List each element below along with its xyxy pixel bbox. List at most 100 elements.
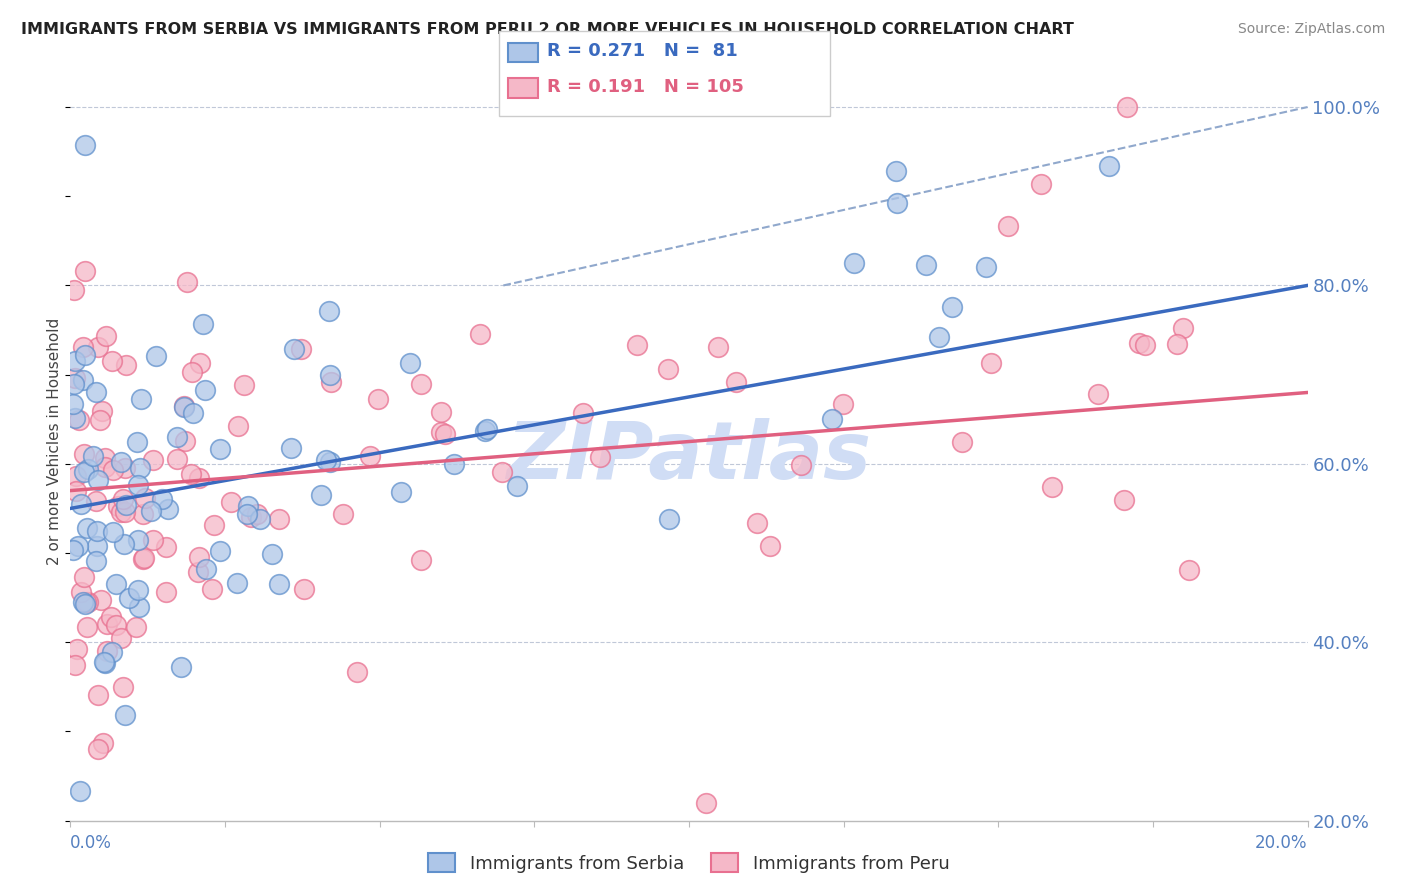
Point: [359, 449, 381, 463]
Point: [69, 784, 91, 798]
Text: ZIPatlas: ZIPatlas: [506, 417, 872, 496]
Point: [93, 459, 115, 474]
Point: [89, 413, 111, 427]
Point: [91, 736, 114, 750]
Point: [96, 644, 118, 658]
Point: [1087, 386, 1109, 401]
Point: [128, 599, 150, 614]
Point: [132, 552, 155, 566]
Point: [429, 405, 451, 419]
Point: [100, 609, 122, 624]
Point: [409, 552, 432, 566]
Point: [884, 164, 907, 178]
Point: [443, 457, 465, 471]
Point: [201, 582, 224, 596]
Point: [70, 497, 93, 511]
Point: [131, 508, 153, 522]
Point: [658, 512, 681, 526]
Point: [1116, 100, 1139, 114]
Point: [101, 645, 124, 659]
Point: [280, 442, 302, 456]
Text: R = 0.271   N =  81: R = 0.271 N = 81: [547, 42, 738, 60]
Point: [318, 304, 340, 318]
Point: [260, 547, 283, 561]
Point: [84, 554, 107, 568]
Point: [62, 543, 84, 558]
Point: [72, 340, 94, 354]
Point: [86, 688, 108, 702]
Point: [790, 458, 813, 472]
Point: [91, 403, 114, 417]
Point: [842, 256, 865, 270]
Point: [188, 356, 211, 370]
Point: [114, 707, 136, 722]
Point: [115, 358, 138, 372]
Point: [75, 595, 97, 609]
Point: [821, 411, 844, 425]
Point: [399, 355, 422, 369]
Point: [75, 597, 97, 611]
Point: [886, 196, 908, 211]
Point: [309, 488, 332, 502]
Point: [84, 494, 107, 508]
Point: [101, 354, 124, 368]
Point: [475, 422, 498, 436]
Point: [73, 447, 96, 461]
Point: [73, 264, 96, 278]
Point: [75, 137, 97, 152]
Point: [657, 361, 679, 376]
Point: [107, 500, 129, 514]
Point: [491, 465, 513, 479]
Text: Source: ZipAtlas.com: Source: ZipAtlas.com: [1237, 22, 1385, 37]
Point: [202, 518, 225, 533]
Text: 20.0%: 20.0%: [1256, 834, 1308, 852]
Point: [232, 377, 254, 392]
Point: [110, 631, 132, 645]
Point: [928, 330, 950, 344]
Point: [65, 353, 87, 368]
Text: R = 0.191   N = 105: R = 0.191 N = 105: [547, 78, 744, 95]
Point: [145, 349, 167, 363]
Point: [150, 492, 173, 507]
Point: [474, 425, 496, 439]
Point: [114, 460, 136, 475]
Point: [155, 585, 177, 599]
Point: [1031, 178, 1053, 192]
Point: [194, 562, 217, 576]
Point: [228, 419, 250, 434]
Point: [129, 392, 152, 406]
Point: [87, 742, 110, 756]
Point: [430, 425, 453, 439]
Point: [1040, 480, 1063, 494]
Point: [76, 521, 98, 535]
Point: [194, 383, 217, 397]
Point: [269, 511, 291, 525]
Point: [389, 484, 412, 499]
Point: [87, 340, 110, 354]
Point: [941, 300, 963, 314]
Point: [181, 406, 204, 420]
Point: [104, 618, 127, 632]
Point: [240, 510, 263, 524]
Point: [724, 375, 747, 389]
Point: [77, 595, 100, 609]
Point: [506, 479, 529, 493]
Point: [90, 592, 112, 607]
Point: [166, 452, 188, 467]
Point: [114, 498, 136, 512]
Point: [112, 537, 135, 551]
Point: [103, 524, 125, 539]
Point: [93, 655, 115, 669]
Point: [747, 516, 769, 530]
Point: [976, 260, 998, 275]
Point: [249, 512, 271, 526]
Point: [87, 473, 110, 487]
Legend: Immigrants from Serbia, Immigrants from Peru: Immigrants from Serbia, Immigrants from …: [422, 846, 956, 880]
Point: [125, 619, 148, 633]
Point: [759, 539, 782, 553]
Point: [128, 461, 150, 475]
Point: [82, 449, 104, 463]
Point: [157, 502, 180, 516]
Point: [188, 549, 211, 564]
Point: [1171, 321, 1194, 335]
